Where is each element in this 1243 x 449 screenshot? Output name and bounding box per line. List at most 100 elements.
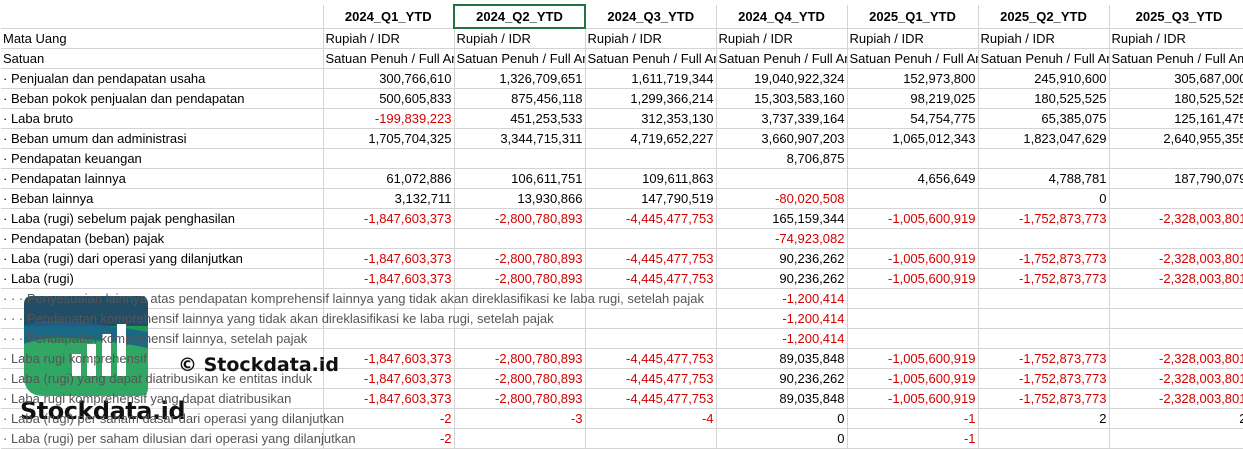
- data-cell[interactable]: [978, 228, 1110, 249]
- data-cell[interactable]: 90,236,262: [716, 368, 848, 389]
- data-cell[interactable]: -1,752,873,773: [978, 348, 1110, 369]
- data-cell[interactable]: -1,752,873,773: [978, 208, 1110, 229]
- data-cell[interactable]: 152,973,800: [847, 68, 979, 89]
- data-cell[interactable]: Satuan Penuh / Full Amount: [978, 48, 1110, 69]
- data-cell[interactable]: 98,219,025: [847, 88, 979, 109]
- data-cell[interactable]: -4,445,477,753: [585, 348, 717, 369]
- data-cell[interactable]: [454, 308, 586, 329]
- data-cell[interactable]: 300,766,610: [323, 68, 455, 89]
- data-cell[interactable]: [454, 228, 586, 249]
- column-header-2025-q2[interactable]: 2025_Q2_YTD: [978, 5, 1110, 29]
- data-cell[interactable]: -2,800,780,893: [454, 248, 586, 269]
- row-label-cell[interactable]: · Laba (rugi) yang dapat diatribusikan k…: [1, 368, 324, 389]
- data-cell[interactable]: 451,253,533: [454, 108, 586, 129]
- row-label-cell[interactable]: · Laba rugi komprehensif yang dapat diat…: [1, 388, 324, 409]
- data-cell[interactable]: [1109, 308, 1243, 329]
- row-label-cell[interactable]: · Beban lainnya: [1, 188, 324, 209]
- data-cell[interactable]: Rupiah / IDR: [1109, 28, 1243, 49]
- data-cell[interactable]: -1: [847, 408, 979, 429]
- data-cell[interactable]: 500,605,833: [323, 88, 455, 109]
- data-cell[interactable]: -1,005,600,919: [847, 268, 979, 289]
- column-header-2024-q1[interactable]: 2024_Q1_YTD: [323, 5, 455, 29]
- data-cell[interactable]: -74,923,082: [716, 228, 848, 249]
- column-header-2024-q3[interactable]: 2024_Q3_YTD: [585, 5, 717, 29]
- data-cell[interactable]: 61,072,886: [323, 168, 455, 189]
- data-cell[interactable]: [585, 288, 717, 309]
- data-cell[interactable]: 1,326,709,651: [454, 68, 586, 89]
- data-cell[interactable]: 4,788,781: [978, 168, 1110, 189]
- data-cell[interactable]: -1: [847, 428, 979, 449]
- data-cell[interactable]: [323, 288, 455, 309]
- data-cell[interactable]: [978, 428, 1110, 449]
- data-cell[interactable]: -1,005,600,919: [847, 368, 979, 389]
- data-cell[interactable]: 187,790,079: [1109, 168, 1243, 189]
- data-cell[interactable]: [454, 428, 586, 449]
- data-cell[interactable]: -2,800,780,893: [454, 268, 586, 289]
- data-cell[interactable]: 180,525,525: [1109, 88, 1243, 109]
- data-cell[interactable]: -2,328,003,801: [1109, 208, 1243, 229]
- data-cell[interactable]: 65,385,075: [978, 108, 1110, 129]
- data-cell[interactable]: [1109, 228, 1243, 249]
- row-label-cell[interactable]: · Laba (rugi): [1, 268, 324, 289]
- data-cell[interactable]: 1,065,012,343: [847, 128, 979, 149]
- data-cell[interactable]: -1,847,603,373: [323, 248, 455, 269]
- column-header-2025-q3[interactable]: 2025_Q3_YTD: [1109, 5, 1243, 29]
- data-cell[interactable]: Rupiah / IDR: [585, 28, 717, 49]
- data-cell[interactable]: [323, 148, 455, 169]
- row-label-cell[interactable]: · Pendapatan (beban) pajak: [1, 228, 324, 249]
- data-cell[interactable]: 312,353,130: [585, 108, 717, 129]
- data-cell[interactable]: -2,328,003,801: [1109, 348, 1243, 369]
- row-label-cell[interactable]: · Pendapatan keuangan: [1, 148, 324, 169]
- row-label-cell[interactable]: Mata Uang: [1, 28, 324, 49]
- data-cell[interactable]: -2,328,003,801: [1109, 368, 1243, 389]
- data-cell[interactable]: Satuan Penuh / Full Amount: [716, 48, 848, 69]
- column-header-2024-q4[interactable]: 2024_Q4_YTD: [716, 5, 848, 29]
- data-cell[interactable]: 89,035,848: [716, 388, 848, 409]
- data-cell[interactable]: 3,660,907,203: [716, 128, 848, 149]
- data-cell[interactable]: 305,687,000: [1109, 68, 1243, 89]
- row-label-cell[interactable]: · Penjualan dan pendapatan usaha: [1, 68, 324, 89]
- data-cell[interactable]: [1109, 288, 1243, 309]
- data-cell[interactable]: 1,611,719,344: [585, 68, 717, 89]
- data-cell[interactable]: -4,445,477,753: [585, 268, 717, 289]
- row-label-cell[interactable]: · Beban pokok penjualan dan pendapatan: [1, 88, 324, 109]
- data-cell[interactable]: Rupiah / IDR: [454, 28, 586, 49]
- data-cell[interactable]: 54,754,775: [847, 108, 979, 129]
- row-label-cell[interactable]: · · · Penyesuaian lainnya atas pendapata…: [1, 288, 704, 309]
- data-cell[interactable]: -2,328,003,801: [1109, 268, 1243, 289]
- data-cell[interactable]: 15,303,583,160: [716, 88, 848, 109]
- row-label-cell[interactable]: · Pendapatan lainnya: [1, 168, 324, 189]
- data-cell[interactable]: 0: [716, 408, 848, 429]
- data-cell[interactable]: 1,299,366,214: [585, 88, 717, 109]
- data-cell[interactable]: -1,005,600,919: [847, 208, 979, 229]
- data-cell[interactable]: [323, 228, 455, 249]
- data-cell[interactable]: -2,800,780,893: [454, 208, 586, 229]
- data-cell[interactable]: [978, 148, 1110, 169]
- data-cell[interactable]: 109,611,863: [585, 168, 717, 189]
- data-cell[interactable]: -1,847,603,373: [323, 368, 455, 389]
- data-cell[interactable]: Satuan Penuh / Full Amount: [585, 48, 717, 69]
- data-cell[interactable]: 165,159,344: [716, 208, 848, 229]
- data-cell[interactable]: 245,910,600: [978, 68, 1110, 89]
- data-cell[interactable]: 147,790,519: [585, 188, 717, 209]
- data-cell[interactable]: -4,445,477,753: [585, 248, 717, 269]
- data-cell[interactable]: [1109, 188, 1243, 209]
- data-cell[interactable]: -1,005,600,919: [847, 348, 979, 369]
- data-cell[interactable]: [323, 328, 455, 349]
- header-corner-cell[interactable]: [1, 5, 324, 29]
- data-cell[interactable]: -3: [454, 408, 586, 429]
- data-cell[interactable]: -1,752,873,773: [978, 268, 1110, 289]
- row-label-cell[interactable]: · Beban umum dan administrasi: [1, 128, 324, 149]
- data-cell[interactable]: [847, 188, 979, 209]
- data-cell[interactable]: -2,328,003,801: [1109, 248, 1243, 269]
- data-cell[interactable]: 4,719,652,227: [585, 128, 717, 149]
- data-cell[interactable]: 3,737,339,164: [716, 108, 848, 129]
- data-cell[interactable]: -1,005,600,919: [847, 248, 979, 269]
- data-cell[interactable]: -2,800,780,893: [454, 388, 586, 409]
- data-cell[interactable]: -1,752,873,773: [978, 248, 1110, 269]
- data-cell[interactable]: [323, 308, 455, 329]
- data-cell[interactable]: 90,236,262: [716, 268, 848, 289]
- data-cell[interactable]: [454, 148, 586, 169]
- row-label-cell[interactable]: · Laba bruto: [1, 108, 324, 129]
- data-cell[interactable]: -2,328,003,801: [1109, 388, 1243, 409]
